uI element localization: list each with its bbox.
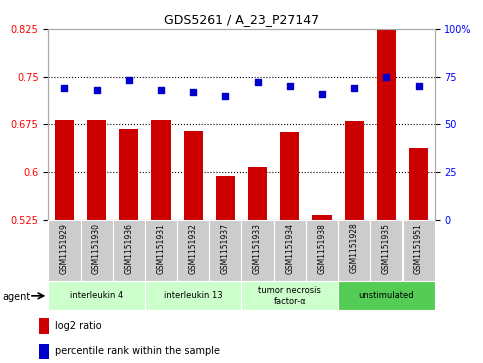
Bar [39, 344, 49, 359]
Point [93, 87, 100, 93]
Point [254, 79, 261, 85]
Point [189, 89, 197, 95]
Bar [242, 281, 338, 310]
Text: log2 ratio: log2 ratio [55, 321, 102, 331]
Bar [242, 220, 274, 281]
Title: GDS5261 / A_23_P27147: GDS5261 / A_23_P27147 [164, 13, 319, 26]
Bar [280, 132, 299, 220]
Point [222, 93, 229, 99]
Bar [184, 131, 203, 220]
Text: interleukin 13: interleukin 13 [164, 291, 223, 300]
Text: GSM1151934: GSM1151934 [285, 223, 294, 274]
Bar [248, 167, 267, 220]
Text: unstimulated: unstimulated [358, 291, 414, 300]
Text: GSM1151951: GSM1151951 [414, 223, 423, 274]
Bar [151, 120, 170, 220]
Text: GSM1151936: GSM1151936 [124, 223, 133, 274]
Text: GSM1151930: GSM1151930 [92, 223, 101, 274]
Bar [370, 220, 402, 281]
Point [383, 74, 390, 79]
Bar [39, 318, 49, 334]
Bar [377, 16, 396, 220]
Text: tumor necrosis
factor-α: tumor necrosis factor-α [258, 286, 321, 306]
Text: GSM1151932: GSM1151932 [189, 223, 198, 274]
Bar [402, 220, 435, 281]
Bar [338, 281, 435, 310]
Point [125, 78, 133, 83]
Text: GSM1151938: GSM1151938 [317, 223, 327, 274]
Bar [177, 220, 209, 281]
Text: percentile rank within the sample: percentile rank within the sample [55, 346, 220, 356]
Bar [87, 120, 106, 220]
Bar [81, 220, 113, 281]
Bar [55, 120, 74, 220]
Text: GSM1151928: GSM1151928 [350, 223, 359, 273]
Bar [344, 121, 364, 220]
Bar [274, 220, 306, 281]
Bar [145, 220, 177, 281]
Bar [119, 129, 139, 220]
Point [157, 87, 165, 93]
Text: GSM1151929: GSM1151929 [60, 223, 69, 274]
Bar [48, 220, 81, 281]
Bar [113, 220, 145, 281]
Bar [306, 220, 338, 281]
Bar [48, 281, 145, 310]
Text: interleukin 4: interleukin 4 [70, 291, 123, 300]
Bar [409, 148, 428, 220]
Text: GSM1151935: GSM1151935 [382, 223, 391, 274]
Text: agent: agent [2, 292, 30, 302]
Point [60, 85, 68, 91]
Point [350, 85, 358, 91]
Point [318, 91, 326, 97]
Bar [338, 220, 370, 281]
Point [286, 83, 294, 89]
Text: GSM1151931: GSM1151931 [156, 223, 166, 274]
Text: GSM1151933: GSM1151933 [253, 223, 262, 274]
Bar [216, 176, 235, 220]
Text: GSM1151937: GSM1151937 [221, 223, 230, 274]
Bar [313, 215, 332, 220]
Bar [209, 220, 242, 281]
Bar [145, 281, 242, 310]
Point [415, 83, 423, 89]
